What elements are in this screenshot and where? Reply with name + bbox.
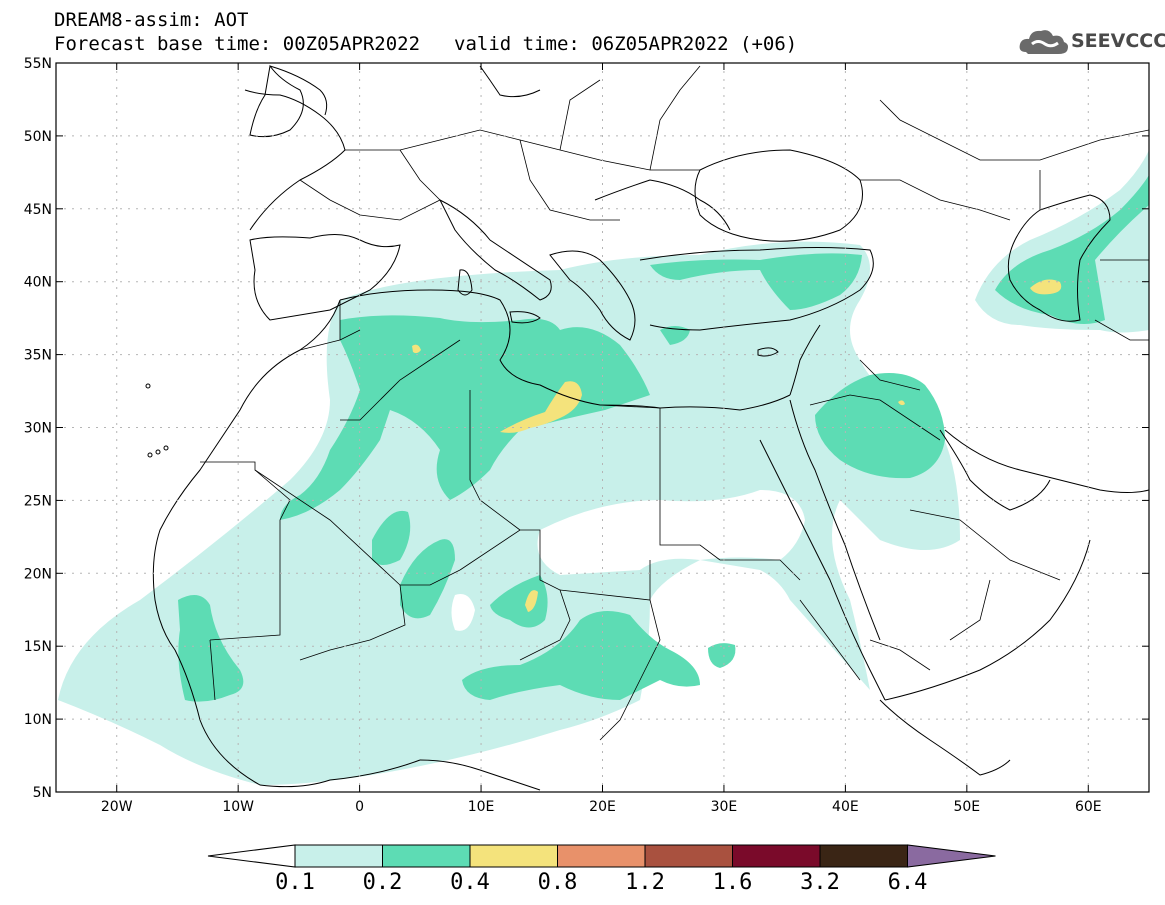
lon-label: 30E <box>711 799 738 815</box>
lat-label: 5N <box>33 785 52 801</box>
lon-label: 0 <box>355 799 364 815</box>
coastlines <box>145 64 1149 791</box>
colorbar-label: 0.1 <box>275 870 315 895</box>
aot-band-0.2-mali2 <box>372 510 411 565</box>
colorbar-label: 1.2 <box>625 870 665 895</box>
colorbar-swatch <box>732 844 821 868</box>
aot-band-0.2-chad <box>462 611 700 700</box>
lat-label: 30N <box>24 421 52 437</box>
aot-band-0.2-mali <box>400 539 455 619</box>
country-borders <box>200 65 1149 741</box>
lon-label: 10E <box>468 799 495 815</box>
colorbar-under-arrow <box>207 844 296 868</box>
colorbar: 0.1 0.2 0.4 0.8 1.2 1.6 3.2 6.4 <box>207 844 996 895</box>
aot-band-0.2 <box>280 315 650 520</box>
lat-label: 40N <box>24 275 52 291</box>
colorbar-over-arrow <box>907 844 996 868</box>
aot-band-0.4-niger <box>525 590 538 612</box>
colorbar-swatch <box>557 844 646 868</box>
longitude-axis: 20W 10W 0 10E 20E 30E 40E 50E 60E <box>101 63 1102 815</box>
lat-label: 55N <box>24 56 52 72</box>
lat-label: 20N <box>24 566 52 582</box>
map-title: DREAM8-assim: AOT <box>54 9 249 31</box>
logo-text: SEEVCCC <box>1071 30 1165 52</box>
lon-label: 20W <box>101 799 133 815</box>
colorbar-label: 0.2 <box>363 870 403 895</box>
aot-band-0.2-sudan <box>708 643 736 668</box>
aot-band-0.2-b <box>650 253 862 310</box>
lon-label: 20E <box>589 799 616 815</box>
colorbar-swatch <box>469 844 558 868</box>
lat-label: 45N <box>24 202 52 218</box>
lat-label: 10N <box>24 712 52 728</box>
map-grid <box>56 63 1149 792</box>
aot-band-0.4-iraq <box>898 400 905 406</box>
lon-label: 10W <box>222 799 254 815</box>
lon-label: 50E <box>953 799 980 815</box>
lon-label: 60E <box>1075 799 1102 815</box>
aot-band-0.2-iraq <box>815 372 945 479</box>
seevccc-logo: SEEVCCC <box>1018 24 1165 60</box>
lat-label: 15N <box>24 639 52 655</box>
colorbar-label: 1.6 <box>713 870 753 895</box>
forecast-time-line: Forecast base time: 00Z05APR2022 valid ti… <box>54 34 797 54</box>
aot-band-0.2-c <box>660 326 690 345</box>
aot-band-0.4-algeria <box>412 344 421 354</box>
lat-label: 50N <box>24 129 52 145</box>
lat-label: 25N <box>24 493 52 509</box>
colorbar-swatch <box>382 844 471 868</box>
lon-label: 40E <box>832 799 859 815</box>
colorbar-label: 3.2 <box>800 870 840 895</box>
colorbar-swatch <box>294 844 383 868</box>
valid-time: valid time: 06Z05APR2022 (+06) <box>454 33 798 55</box>
lat-label: 35N <box>24 348 52 364</box>
latitude-axis: 55N 50N 45N 40N 35N 30N 25N 20N 15N 10N 5N <box>24 56 1149 801</box>
forecast-base-time: Forecast base time: 00Z05APR2022 <box>54 33 421 55</box>
colorbar-label: 0.8 <box>538 870 578 895</box>
aot-band-0.4-caspian <box>1030 279 1062 295</box>
aot-band-0.1 <box>58 241 960 785</box>
aot-band-0.2-niger <box>490 575 548 628</box>
colorbar-label: 6.4 <box>888 870 928 895</box>
colorbar-swatch <box>644 844 733 868</box>
cloud-icon <box>1019 30 1068 54</box>
aot-field <box>58 150 1149 785</box>
colorbar-label: 0.4 <box>450 870 490 895</box>
colorbar-swatch <box>819 844 908 868</box>
